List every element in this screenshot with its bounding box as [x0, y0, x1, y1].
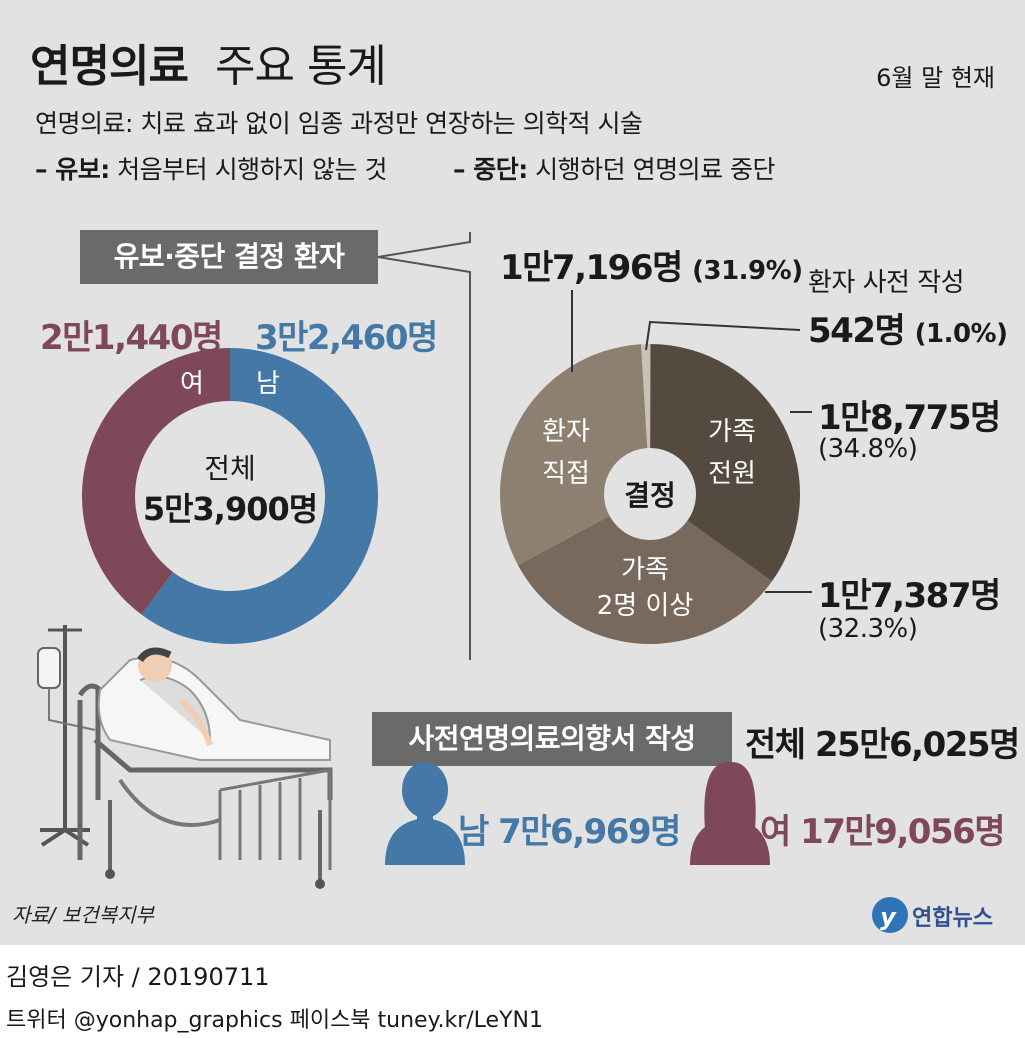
male-person-icon [385, 762, 465, 865]
patient-direct-pct: (31.9%) [692, 256, 803, 286]
pie-center-hole [604, 448, 696, 540]
gender-donut [82, 348, 379, 644]
patient-advance-label: 환자 사전 작성 [808, 268, 965, 298]
female-person-icon [690, 761, 770, 865]
connector-bracket [377, 232, 471, 660]
male-count-label: 3만2,460명 [255, 318, 438, 358]
definition-text: 치료 효과 없이 임종 과정만 연장하는 의학적 시술 [140, 109, 643, 138]
pie-label-family-two-2: 2명 이상 [597, 591, 694, 621]
donut-female-name: 여 [180, 369, 204, 399]
donut-slice-male [141, 348, 379, 644]
advance-total: 전체 25만6,025명 [745, 725, 1020, 765]
social-links: 트위터 @yonhap_graphics 페이스북 tuney.kr/LeYN1 [6, 1008, 543, 1033]
hospital-bed-illustration [37, 625, 333, 889]
page-subtitle: 주요 통계 [215, 41, 387, 92]
withhold-text: 처음부터 시행하지 않는 것 [117, 155, 387, 184]
donut-slice-female [82, 348, 230, 615]
charts-svg: 전체 5만3,900명 남 여 결정 가족 전원 가족 2명 이상 환자 직접 [12, 232, 993, 933]
advance-directive-section-label: 사전연명의료의향서 작성 [372, 712, 732, 766]
yonhap-logo-text: 연합뉴스 [912, 905, 993, 931]
yonhap-logo: y 연합뉴스 [872, 897, 993, 933]
pie-label-family-all-1: 가족 [708, 417, 756, 447]
pie-label-family-all-2: 전원 [708, 459, 756, 489]
donut-male-name: 남 [256, 369, 280, 399]
byline: 김영은 기자 / 20190711 [6, 963, 270, 991]
patient-advance-value: 542명 [808, 311, 906, 351]
definition-line: 연명의료: 치료 효과 없이 임종 과정만 연장하는 의학적 시술 [35, 104, 643, 140]
patient-advance-count: 542명 (1.0%) [808, 303, 1008, 352]
as-of-date: 6월 말 현재 [876, 64, 995, 92]
donut-center-label: 전체 [204, 452, 256, 485]
patients-section-label: 유보·중단 결정 환자 [80, 230, 378, 284]
pie-label-family-two-1: 가족 [621, 555, 669, 585]
family-two-count: 1만7,387명 [818, 576, 1001, 616]
withhold-definition: – 유보: 처음부터 시행하지 않는 것 [35, 150, 387, 186]
patient-direct-value: 1만7,196명 [500, 248, 683, 288]
leader-patient-advance [645, 320, 801, 351]
pie-label-patient-direct-2: 직접 [542, 459, 590, 489]
pie-slice-family-all [650, 344, 801, 582]
stop-definition: – 중단: 시행하던 연명의료 중단 [453, 150, 776, 186]
family-two-pct: (32.3%) [818, 614, 918, 644]
stop-text: 시행하던 연명의료 중단 [535, 155, 776, 184]
family-all-pct: (34.8%) [818, 434, 918, 464]
pie-center-label: 결정 [624, 479, 676, 512]
yonhap-logo-icon [872, 897, 908, 933]
advance-female: 여 17만9,056명 [760, 812, 1006, 852]
female-count-label: 2만1,440명 [40, 318, 223, 358]
withhold-term: – 유보: [35, 155, 110, 184]
source-text: 자료/ 보건복지부 [12, 903, 155, 927]
donut-center-value: 5만3,900명 [143, 490, 317, 528]
patient-advance-pct: (1.0%) [914, 319, 1008, 349]
stop-term: – 중단: [453, 155, 528, 184]
family-all-count: 1만8,775명 [818, 398, 1001, 438]
svg-text:y: y [880, 903, 897, 931]
advance-male: 남 7만6,969명 [458, 812, 681, 852]
page-title: 연명의료 [30, 41, 189, 92]
pie-label-patient-direct-1: 환자 [542, 417, 590, 447]
patient-direct-count: 1만7,196명 (31.9%) [500, 240, 803, 289]
pie-slice-family-two [517, 494, 772, 644]
definition-term: 연명의료: [35, 109, 133, 138]
